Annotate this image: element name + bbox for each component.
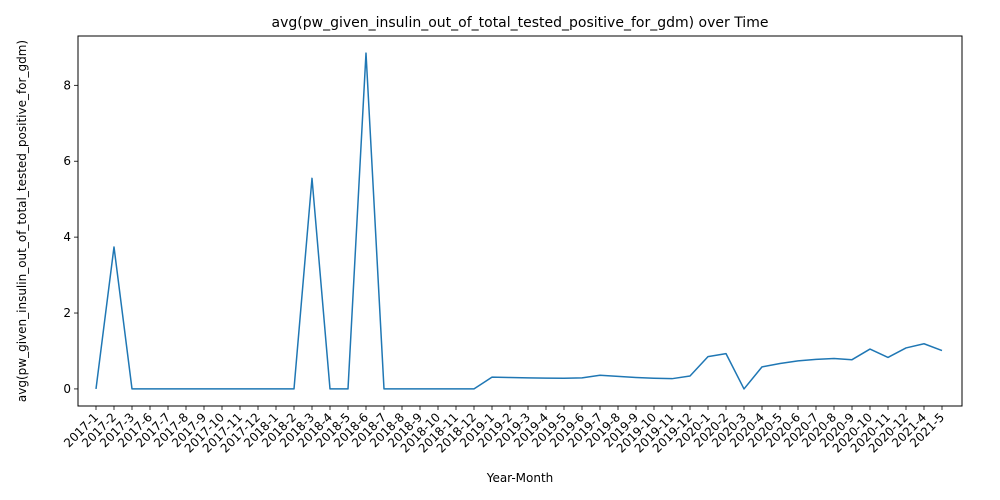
y-tick-label: 0: [63, 382, 71, 396]
y-tick-label: 8: [63, 78, 71, 92]
x-axis-title: Year-Month: [486, 471, 554, 485]
chart-title: avg(pw_given_insulin_out_of_total_tested…: [272, 15, 769, 31]
y-axis-title: avg(pw_given_insulin_out_of_total_tested…: [15, 40, 29, 402]
plot-frame: [77, 35, 963, 407]
y-tick-label: 6: [63, 154, 71, 168]
series-line: [95, 52, 943, 390]
y-tick-label: 2: [63, 306, 71, 320]
y-tick-label: 4: [63, 230, 71, 244]
y-axis: 0 2 4 6 8: [63, 78, 78, 396]
